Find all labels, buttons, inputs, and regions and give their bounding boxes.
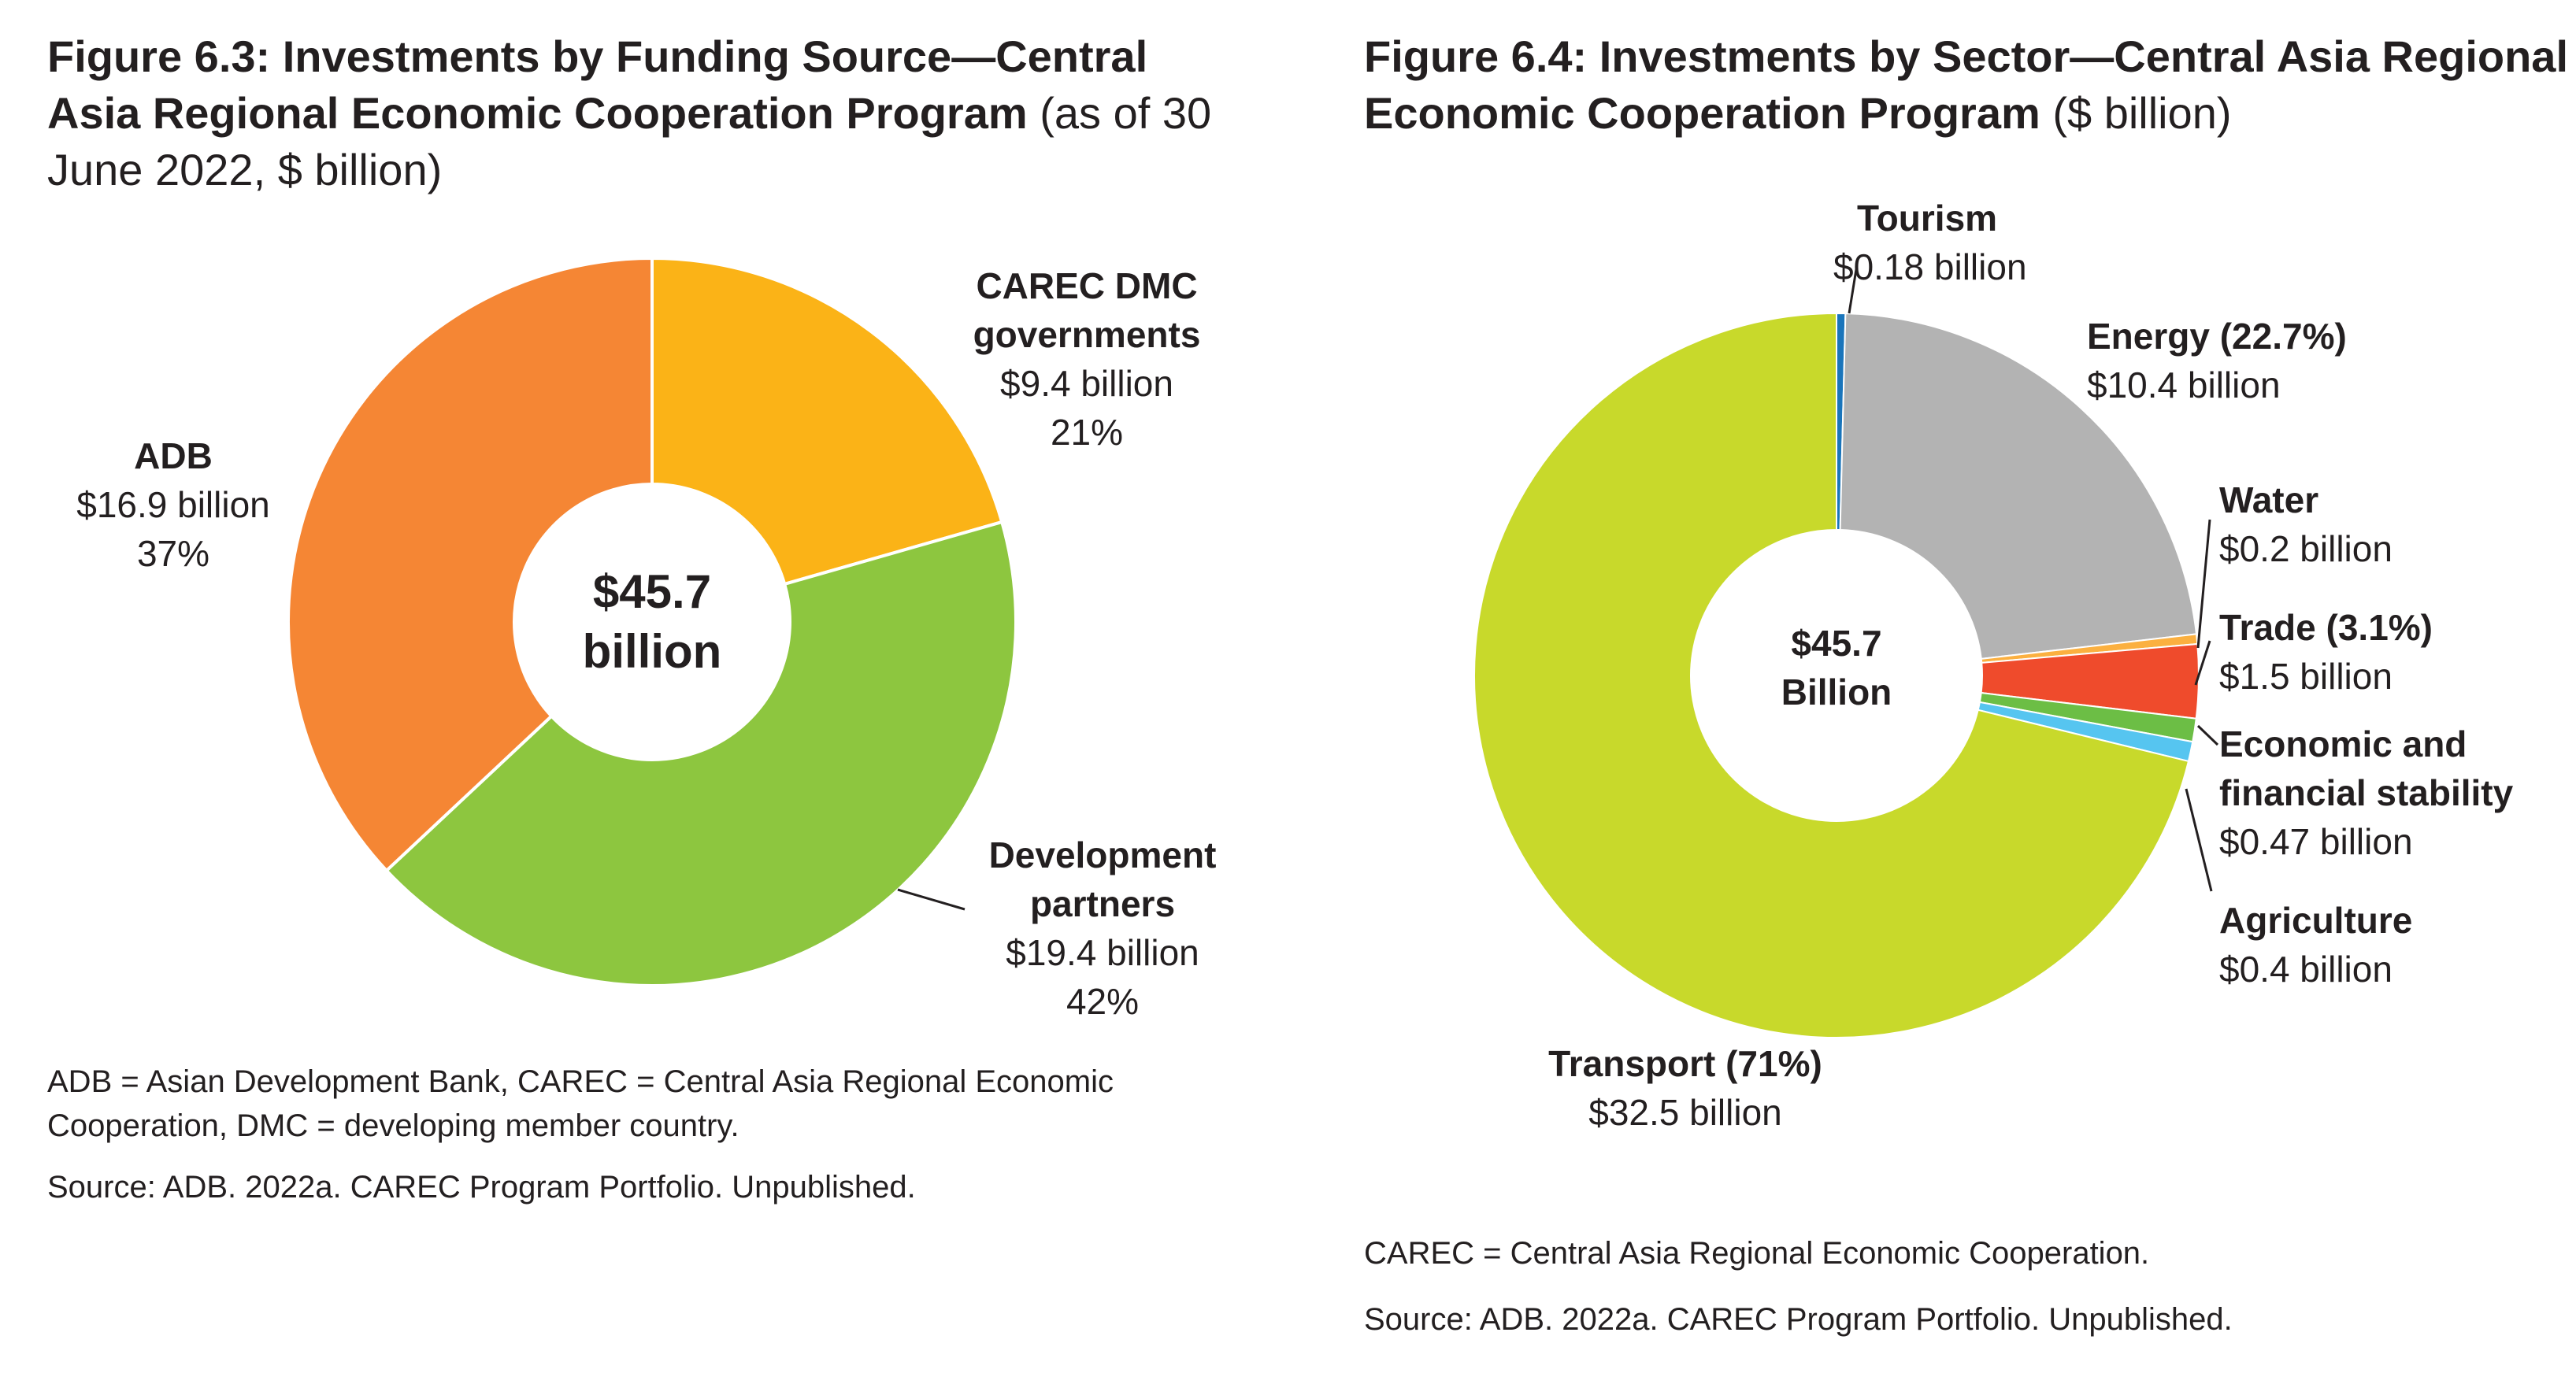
slice-label-energy: Energy (22.7%) $10.4 billion [2087,312,2347,409]
figure-6-4-subtitle: ($ billion) [2052,88,2232,138]
funding-total-amount: $45.7 [592,565,712,618]
slice-value: $10.4 billion [2087,365,2281,405]
slice-name: Water [2219,479,2319,520]
figure-6-3-source: Source: ADB. 2022a. CAREC Program Portfo… [47,1170,916,1205]
funding-total-label: $45.7 billion [583,562,722,682]
slice-label-adb: ADB $16.9 billion 37% [47,431,299,578]
leader-line-agriculture [2185,788,2213,892]
slice-label-economic-financial-stability: Economic and financial stability $0.47 b… [2219,720,2550,866]
slice-label-water: Water $0.2 billion [2219,476,2393,573]
slice-name: Trade (3.1%) [2219,607,2433,648]
sector-donut-chart [1473,264,2219,1038]
slice-transport [1473,312,2190,1038]
slice-name: ADB [134,435,213,476]
figure-6-4-source: Source: ADB. 2022a. CAREC Program Portfo… [1364,1302,2233,1337]
slice-name: Tourism [1857,198,1998,239]
slice-name: Development partners [988,835,1217,924]
slice-development-partners [384,520,1017,987]
figure-6-3-title: Figure 6.3: Investments by Funding Sourc… [47,28,1229,198]
slice-percent: 42% [1066,981,1140,1022]
slice-value: $32.5 billion [1588,1092,1782,1133]
slice-label-trade: Trade (3.1%) $1.5 billion [2219,603,2433,701]
leader-line-tourism [1848,264,1859,314]
slice-name: Energy (22.7%) [2087,316,2347,357]
slice-name: Agriculture [2219,900,2413,941]
slice-name: Transport (71%) [1548,1043,1822,1084]
slice-label-carec-dmc: CAREC DMC governments $9.4 billion 21% [929,261,1244,457]
funding-source-donut-chart [287,256,1017,987]
figure-6-4-abbreviations-note: CAREC = Central Asia Regional Economic C… [1364,1236,2150,1271]
figure-6-4-title-main: Figure 6.4: Investments by Sector—Centra… [1364,31,2569,138]
figure-6-3-title-main: Figure 6.3: Investments by Funding Sourc… [47,31,1148,138]
slice-percent: 37% [136,533,210,574]
funding-total-unit: billion [582,625,722,678]
leader-line-water [2196,519,2211,649]
sector-total-unit: Billion [1781,672,1892,712]
slice-name: CAREC DMC governments [973,265,1201,355]
slice-label-tourism: Tourism $0.18 billion [1833,194,2027,291]
slice-label-development-partners: Development partners $19.4 billion 42% [953,831,1252,1026]
figure-6-4-panel: Figure 6.4: Investments by Sector—Centra… [1355,0,2576,1373]
slice-value: $16.9 billion [76,484,270,525]
slice-value: $0.18 billion [1833,246,2027,287]
slice-label-agriculture: Agriculture $0.4 billion [2219,896,2412,994]
slice-carec-dmc-governments [650,256,1004,587]
slice-value: $19.4 billion [1006,932,1199,973]
sector-total-amount: $45.7 [1791,623,1882,664]
slice-percent: 21% [1050,412,1124,453]
slice-value: $9.4 billion [1000,363,1173,404]
slice-value: $1.5 billion [2219,656,2393,697]
figure-6-3-panel: Figure 6.3: Investments by Funding Sourc… [47,28,1252,1205]
sector-total-label: $45.7 Billion [1781,619,1892,716]
figure-6-3-abbreviations-note: ADB = Asian Development Bank, CAREC = Ce… [47,1064,1114,1143]
slice-name: Economic and financial stability [2219,724,2514,813]
leader-line-trade [2194,640,2211,686]
leader-line-economic-financial-stability [2196,724,2219,746]
slice-adb [287,256,654,873]
figure-6-3-subtitle: (as of 30 June 2022, $ billion) [47,88,1212,194]
slice-energy [1839,313,2198,660]
slice-value: $0.47 billion [2219,821,2413,862]
figure-6-4-title: Figure 6.4: Investments by Sector—Centra… [1364,28,2569,142]
leader-line-development-partners [897,888,966,911]
slice-value: $0.2 billion [2219,528,2393,569]
slice-value: $0.4 billion [2219,949,2393,990]
slice-label-transport: Transport (71%) $32.5 billion [1488,1039,1882,1137]
